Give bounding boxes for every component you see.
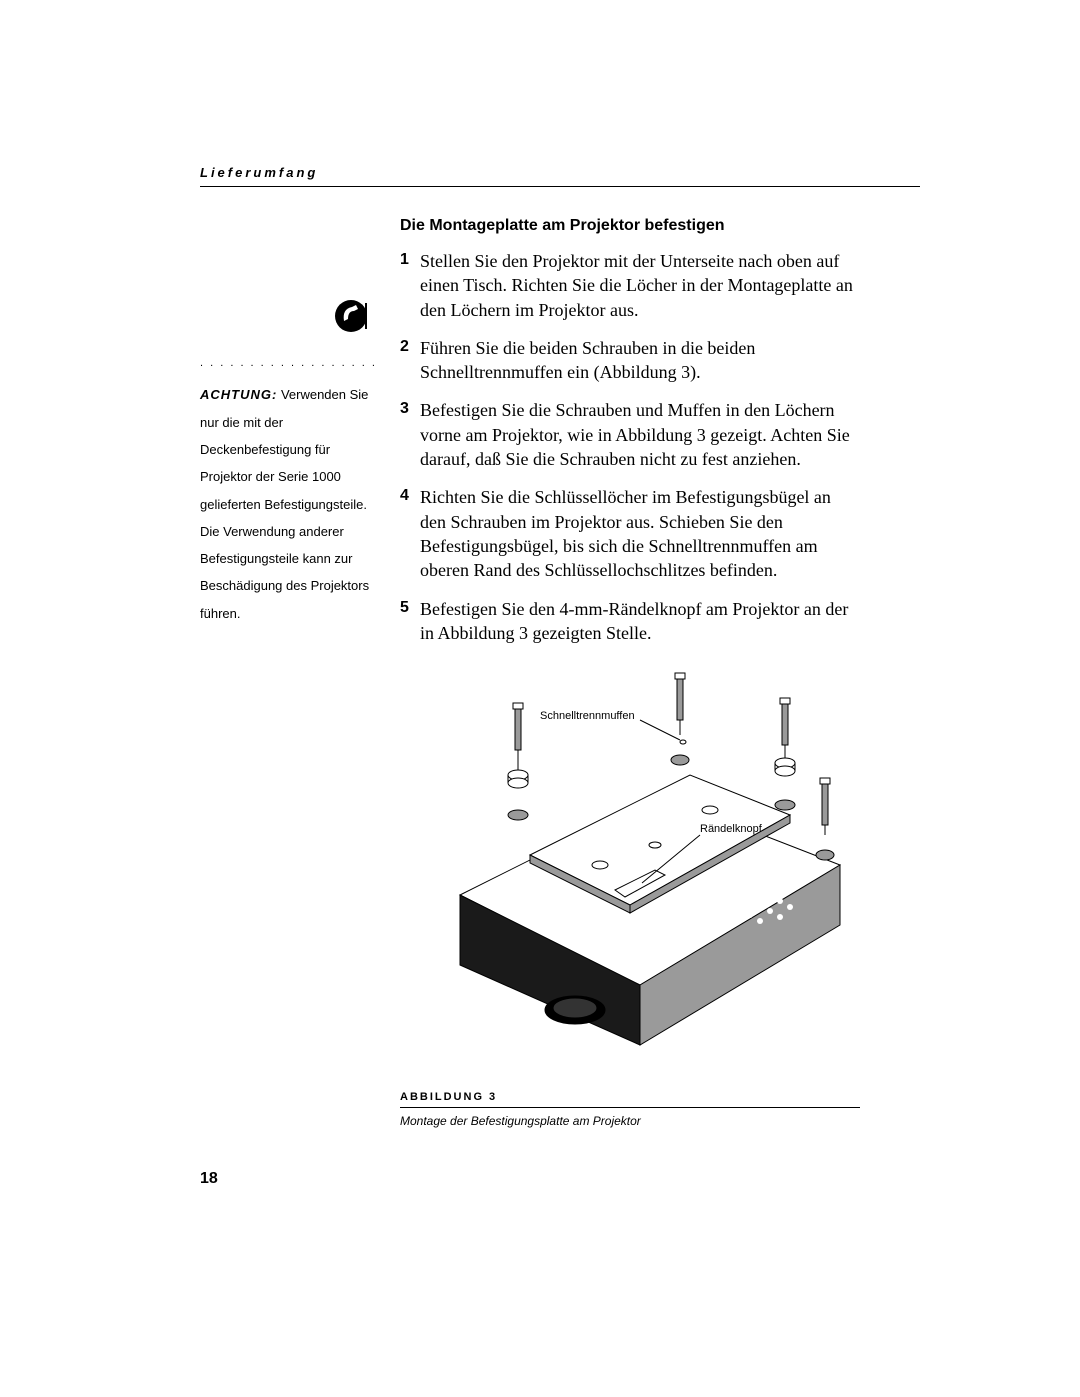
head-rule bbox=[200, 186, 920, 187]
step-item: Stellen Sie den Projektor mit der Unters… bbox=[400, 249, 860, 322]
step-item: Befestigen Sie die Schrauben und Muffen … bbox=[400, 398, 860, 471]
running-head: Lieferumfang bbox=[200, 165, 900, 180]
two-column-layout: . . . . . . . . . . . . . . . . . . . . … bbox=[200, 217, 900, 1128]
figure: Schnelltrennmuffen Rändelknopf ABBILDUNG… bbox=[400, 665, 860, 1128]
page-number: 18 bbox=[200, 1170, 218, 1188]
sidebar-dots: . . . . . . . . . . . . . . . . . . . . bbox=[200, 352, 380, 375]
caution-text: ACHTUNG: Verwenden Sie nur die mit der D… bbox=[200, 381, 380, 627]
figure-illustration: Schnelltrennmuffen Rändelknopf bbox=[400, 665, 860, 1075]
page-content: Lieferumfang . . . . . . . . . . . . . .… bbox=[200, 165, 900, 1128]
section-title: Die Montageplatte am Projektor befestige… bbox=[400, 217, 860, 235]
instruction-list: Stellen Sie den Projektor mit der Unters… bbox=[400, 249, 860, 645]
main-column: Die Montageplatte am Projektor befestige… bbox=[400, 217, 860, 1128]
caution-body: Verwenden Sie nur die mit der Deckenbefe… bbox=[200, 387, 369, 620]
step-item: Richten Sie die Schlüssellöcher im Befes… bbox=[400, 485, 860, 582]
step-item: Befestigen Sie den 4-mm-Rändelknopf am P… bbox=[400, 597, 860, 646]
caution-label: ACHTUNG: bbox=[200, 387, 277, 402]
figure-callout-schnelltrennmuffen: Schnelltrennmuffen bbox=[540, 710, 635, 722]
figure-callout-raendelknopf: Rändelknopf bbox=[700, 823, 762, 835]
figure-caption: Montage der Befestigungsplatte am Projek… bbox=[400, 1114, 860, 1128]
step-item: Führen Sie die beiden Schrauben in die b… bbox=[400, 336, 860, 385]
figure-label: ABBILDUNG 3 bbox=[400, 1091, 860, 1103]
figure-rule bbox=[400, 1107, 860, 1108]
caution-icon bbox=[200, 297, 380, 344]
sidebar-note: . . . . . . . . . . . . . . . . . . . . … bbox=[200, 217, 400, 627]
